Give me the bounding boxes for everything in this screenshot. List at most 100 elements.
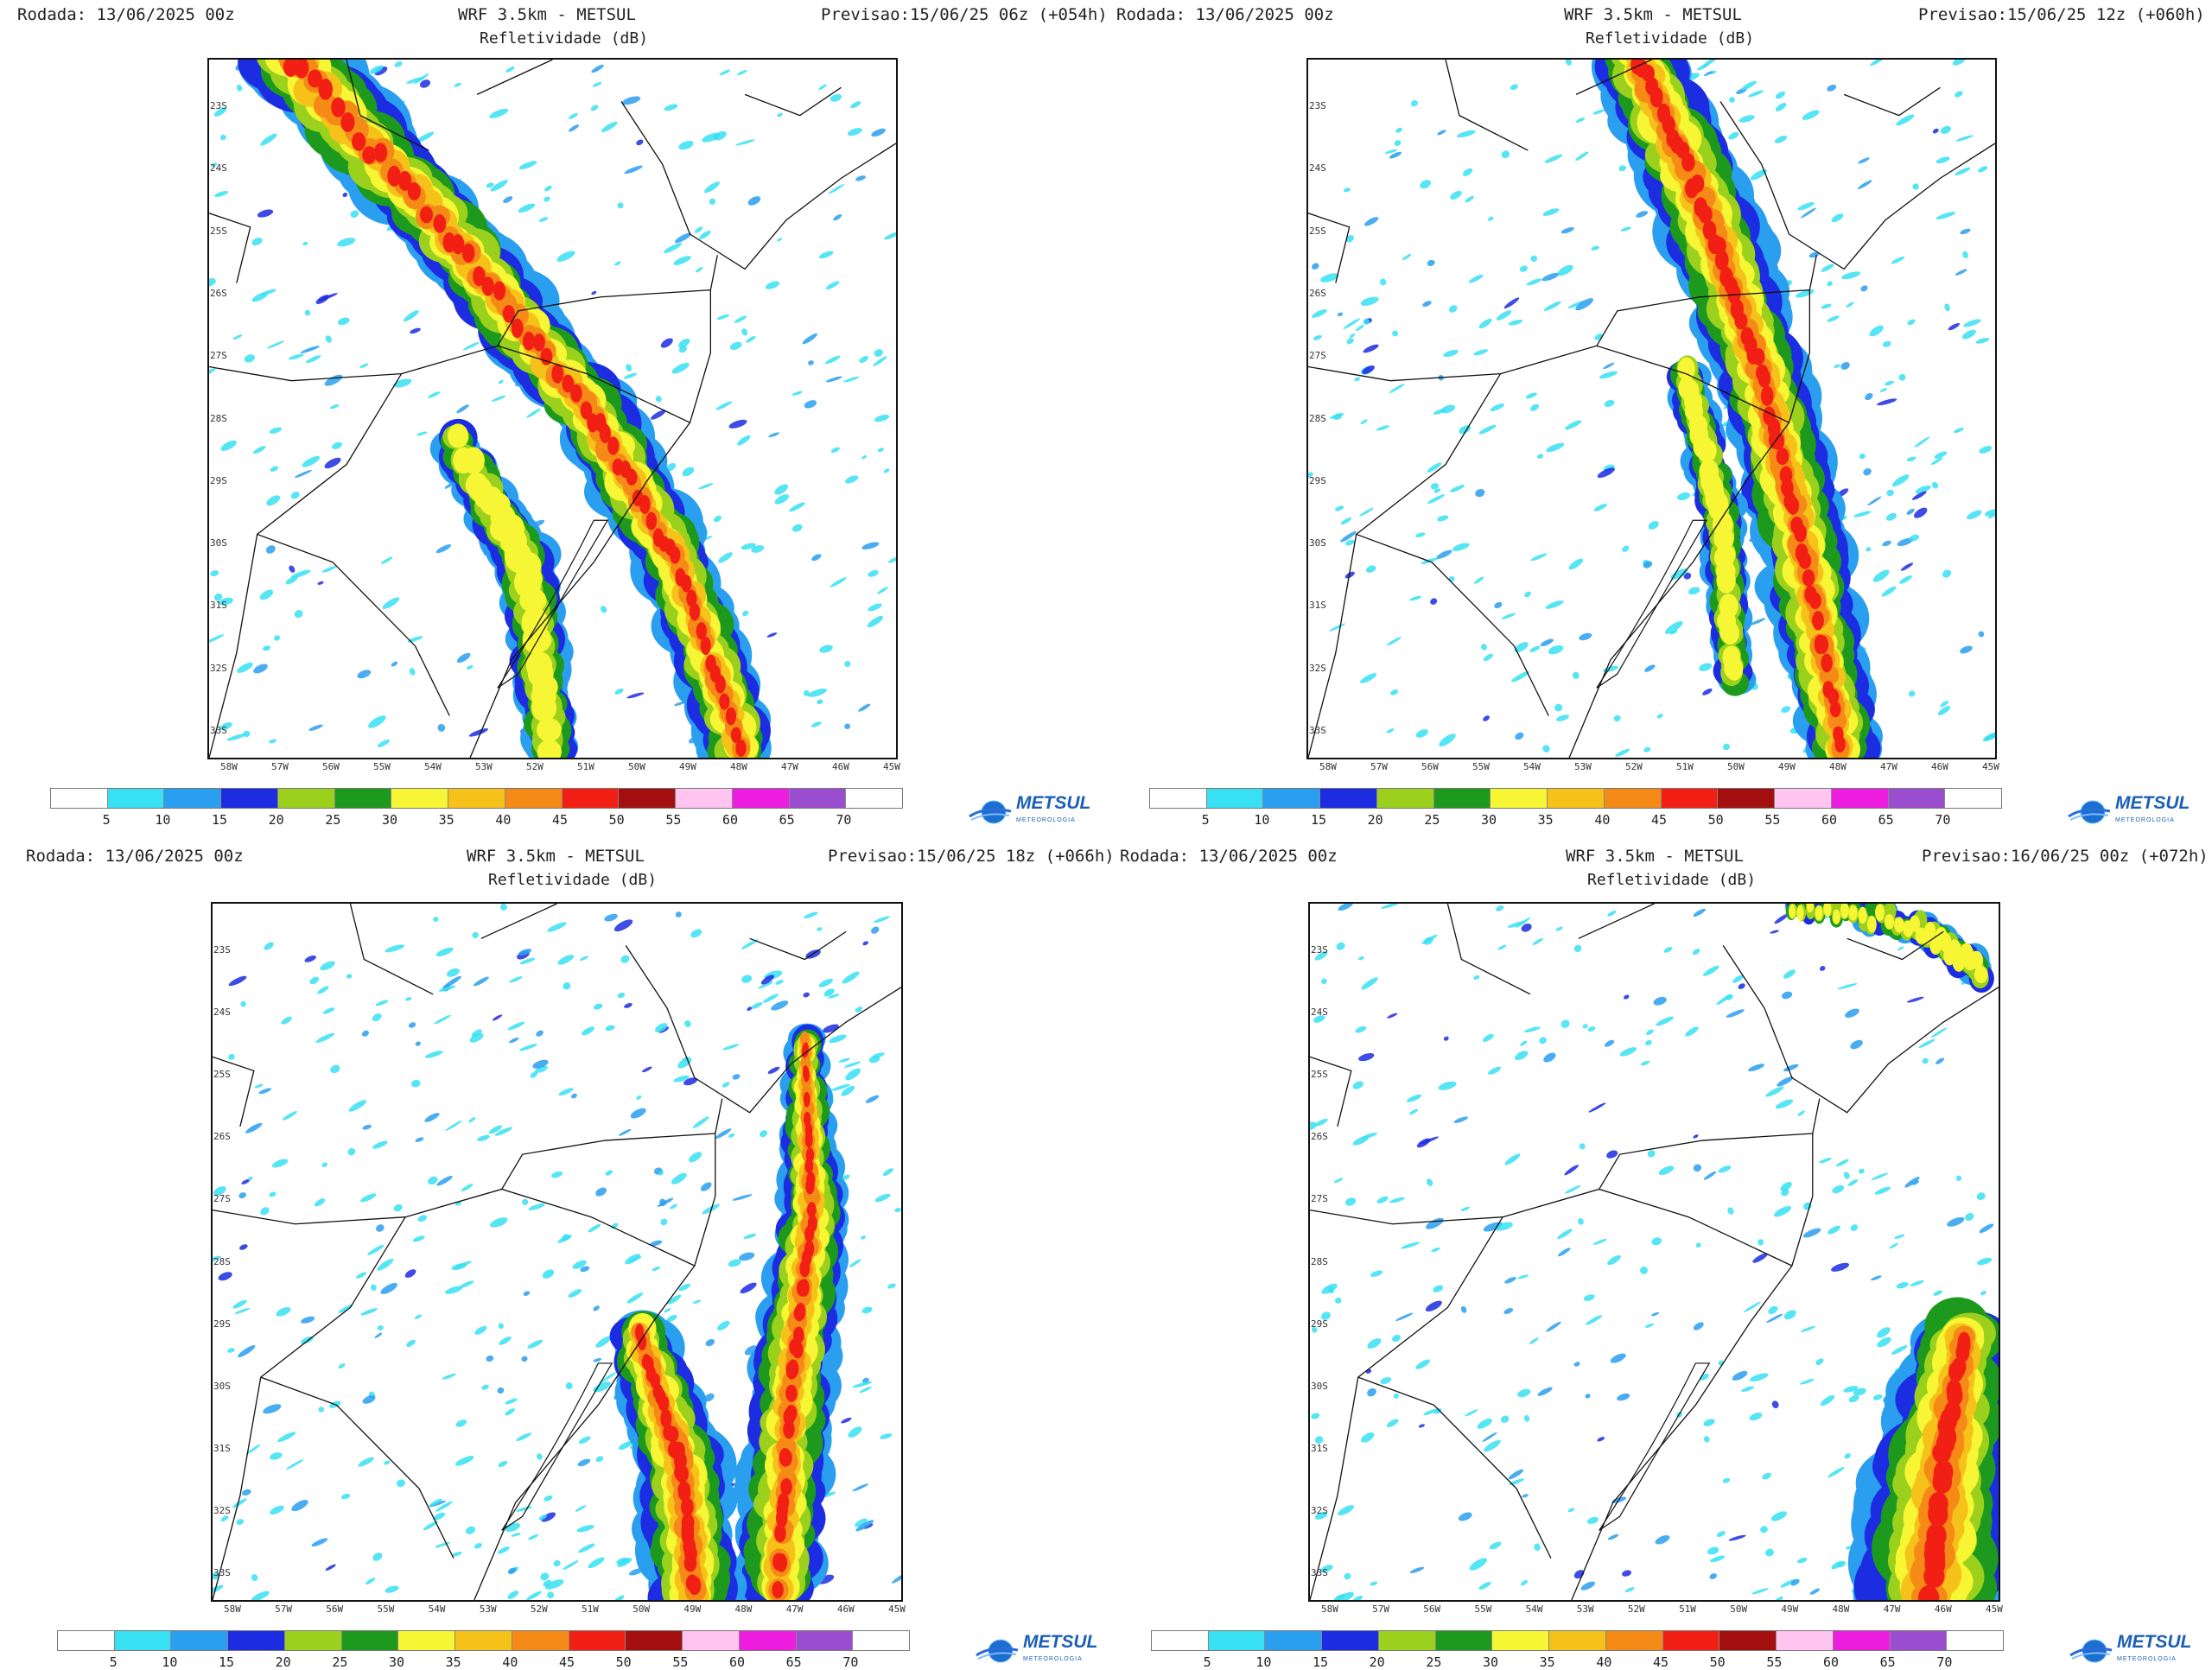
echo-cell (774, 484, 789, 495)
echo-cell (1702, 688, 1713, 695)
echo-cell (1321, 1283, 1338, 1294)
echo-cell (1430, 483, 1440, 490)
echo-cell (1850, 1224, 1859, 1231)
echo-cell (412, 1235, 425, 1242)
echo-cell (871, 926, 880, 934)
echo-cell (1610, 1353, 1626, 1363)
latitude-tick-label: 24S (213, 1006, 231, 1019)
logo-name: METSUL (1023, 1632, 1098, 1652)
latitude-tick-label: 27S (1309, 350, 1326, 362)
echo-cell (877, 587, 888, 594)
echo-cell (324, 457, 341, 469)
echo-cell (689, 1152, 702, 1163)
echo-cell (1965, 1213, 1974, 1222)
echo-cell (1800, 1378, 1815, 1385)
echo-band (447, 423, 469, 448)
echo-cell (861, 455, 868, 460)
echo-cell (825, 281, 840, 290)
latitude-tick-label: 26S (1309, 287, 1326, 299)
echo-cell (1780, 1578, 1796, 1588)
echo-cell (1845, 1008, 1859, 1018)
latitude-tick-label: 32S (1309, 662, 1326, 674)
echo-cell (1765, 1548, 1775, 1557)
echo-cell (1468, 274, 1484, 283)
echo-band (1823, 904, 1832, 918)
echo-cell (1809, 1588, 1821, 1595)
colorbar-swatch (1661, 789, 1719, 808)
latitude-tick-label: 31S (213, 1442, 231, 1454)
longitude-tick-label: 48W (734, 1603, 753, 1615)
echo-cell (304, 956, 316, 962)
echo-cell (872, 1052, 885, 1058)
echo-cell (1841, 271, 1861, 280)
longitude-tick-label: 45W (1986, 1603, 2003, 1615)
echo-cell (1525, 392, 1537, 399)
echo-cell (551, 1171, 563, 1178)
echo-band (340, 112, 355, 133)
echo-cell (237, 662, 253, 673)
echo-cell (1699, 663, 1713, 671)
echo-cell (1732, 975, 1745, 983)
echo-cell (498, 1323, 504, 1330)
echo-cell (518, 203, 536, 213)
echo-cell (1537, 1387, 1553, 1396)
echo-cell (1758, 1239, 1764, 1246)
echo-cell (509, 1037, 519, 1044)
echo-cell (641, 1066, 652, 1073)
latitude-tick-label: 32S (213, 1504, 231, 1516)
echo-cell (1370, 1270, 1383, 1277)
run-label: Rodada: 13/06/2025 00z (1116, 5, 1334, 24)
echo-band (1867, 915, 1877, 933)
echo-cell (655, 1023, 668, 1032)
echo-cell (568, 1289, 582, 1298)
echo-cell (1597, 467, 1615, 479)
echo-cell (1872, 569, 1890, 582)
echo-cell (1843, 1386, 1859, 1393)
echo-cell (1334, 505, 1344, 511)
colorbar-swatch (1719, 1631, 1777, 1650)
echo-cell (1380, 278, 1387, 286)
echo-cell (380, 1283, 397, 1294)
colorbar-label: 50 (1707, 812, 1724, 828)
echo-cell (262, 645, 271, 651)
echo-cell (1393, 1393, 1399, 1399)
echo-band (1832, 909, 1841, 925)
echo-cell (521, 1356, 528, 1362)
colorbar-swatch (1833, 1631, 1891, 1650)
echo-cell (338, 1305, 353, 1313)
echo-cell (240, 1000, 246, 1007)
echo-cell (276, 1306, 291, 1317)
colorbar-swatch (683, 1631, 740, 1650)
colorbar-swatch (1435, 1631, 1493, 1650)
boundary-line (260, 1376, 454, 1559)
echo-cell (692, 1299, 702, 1305)
echo-cell (655, 396, 662, 403)
echo-cell (1914, 436, 1930, 448)
echo-band (1649, 86, 1663, 108)
echo-band (725, 707, 737, 726)
echo-cell (1891, 256, 1905, 264)
echo-cell (369, 65, 384, 74)
echo-cell (823, 988, 835, 997)
echo-cell (1465, 1409, 1478, 1417)
echo-cell (1774, 913, 1789, 924)
echo-cell (1544, 154, 1563, 163)
echo-cell (728, 419, 747, 429)
echo-cell (1982, 732, 1995, 742)
echo-cell (1709, 70, 1717, 75)
echo-cell (1821, 264, 1834, 272)
model-title: WRF 3.5km - METSUL (467, 847, 645, 866)
echo-cell (543, 196, 550, 202)
boundary-line (1356, 533, 1549, 716)
echo-cell (751, 1002, 763, 1009)
echo-cell (1577, 1217, 1584, 1225)
model-title: WRF 3.5km - METSUL (458, 5, 636, 24)
echo-cell (868, 569, 879, 577)
echo-cell (1336, 942, 1345, 950)
longitude-tick-label: 52W (526, 761, 543, 772)
boundary-line (1843, 86, 1941, 117)
echo-cell (442, 1373, 456, 1380)
echo-cell (1800, 1325, 1815, 1332)
echo-band (1802, 568, 1815, 587)
echo-cell (1523, 591, 1531, 598)
